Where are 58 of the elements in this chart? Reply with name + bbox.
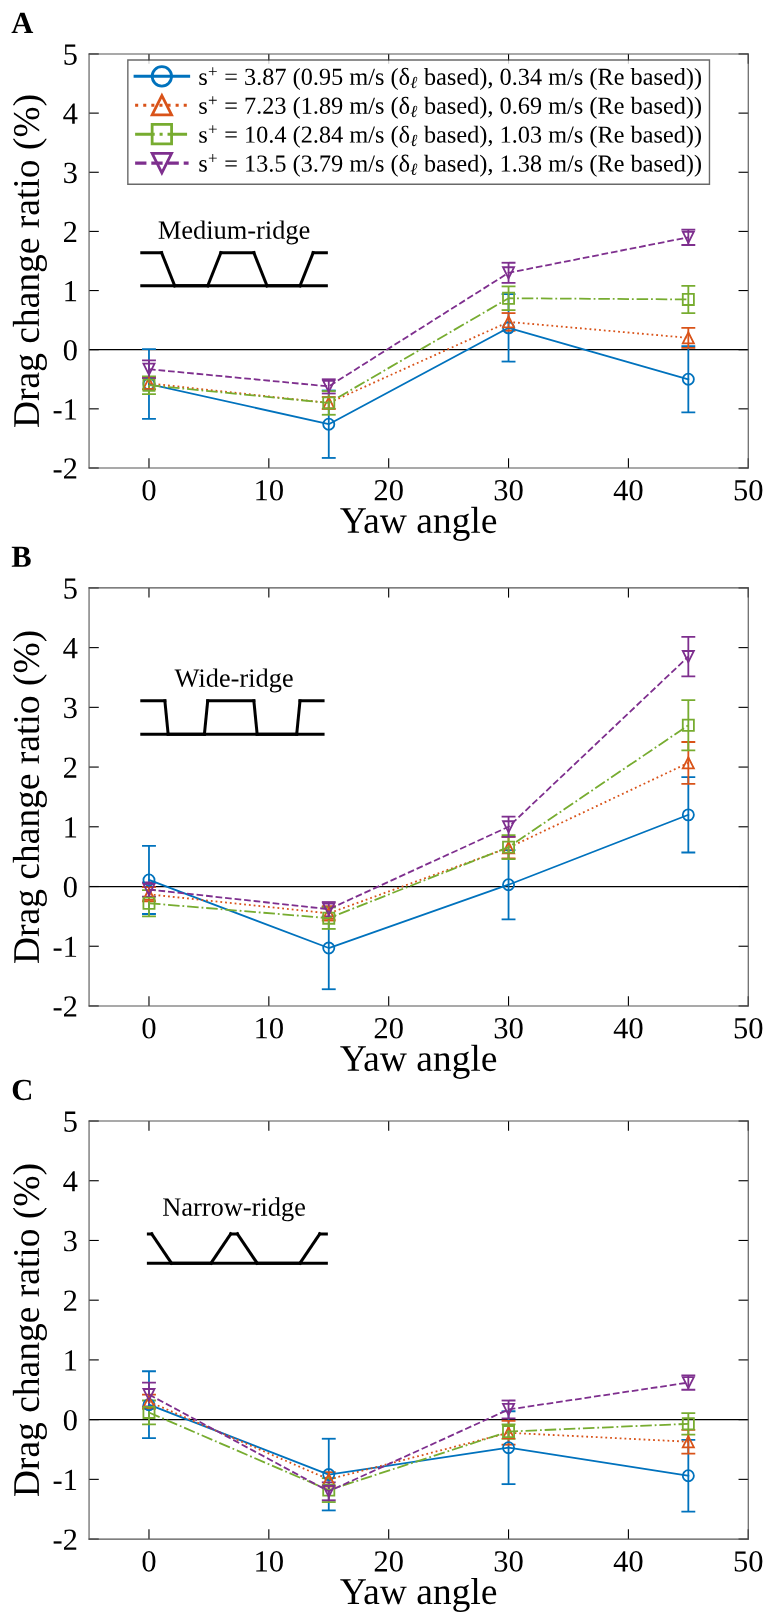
annotation: Narrow-ridge [163, 1197, 305, 1222]
legend-label: s$^{+}$ = 3.87 (0.95 m/s (δ$_{ℓ}$ based), 0.34 m/s (Re based)) [199, 67, 701, 90]
x-tick-label: 10 [256, 1551, 283, 1572]
y-tick-label: 4 [63, 1171, 78, 1192]
y-tick-label: 5 [64, 44, 77, 65]
y-tick-label: -2 [53, 458, 77, 479]
chart-title: C [12, 1079, 31, 1101]
y-tick-label: 0 [63, 1409, 77, 1431]
x-tick-label: 0 [142, 1017, 156, 1039]
y-tick-label: 0 [63, 876, 77, 898]
y-tick-label: -1 [53, 936, 77, 957]
legend-label: s$^{+}$ = 7.23 (1.89 m/s (δ$_{ℓ}$ based), 0.69 m/s (Re based)) [199, 96, 701, 119]
y-axis-title: Drag change ratio (%) [12, 95, 47, 428]
y-tick-label: 2 [64, 1290, 77, 1311]
x-tick-label: 30 [494, 1551, 523, 1572]
y-tick-label: 1 [65, 817, 77, 838]
x-tick-label: 20 [374, 1017, 403, 1039]
y-tick-label: -1 [53, 1469, 77, 1490]
x-tick-label: 40 [613, 1551, 643, 1572]
y-tick-label: 3 [64, 1230, 77, 1252]
y-tick-label: 2 [64, 221, 77, 243]
legend-label: s$^{+}$ = 13.5 (3.79 m/s (δ$_{ℓ}$ based), 1.38 m/s (Re based)) [199, 154, 701, 177]
y-tick-label: 0 [63, 339, 77, 361]
x-axis-title: Yaw angle [340, 1044, 497, 1079]
x-tick-label: 0 [142, 1551, 156, 1572]
chart-title: A [11, 12, 34, 33]
y-tick-label: 3 [64, 697, 77, 719]
y-tick-label: -2 [53, 996, 77, 1017]
annotation: Wide-ridge [174, 668, 293, 693]
y-tick-label: 5 [64, 1111, 77, 1132]
x-tick-label: 50 [734, 479, 763, 501]
y-axis-title: Drag change ratio (%) [12, 631, 47, 963]
x-tick-label: 20 [374, 479, 403, 501]
x-tick-label: 40 [613, 479, 643, 501]
chart-title: B [11, 546, 31, 567]
x-tick-label: 0 [142, 479, 156, 501]
y-tick-label: 5 [64, 578, 77, 599]
y-tick-label: 2 [64, 757, 77, 778]
x-tick-label: 40 [613, 1017, 643, 1039]
x-tick-label: 10 [256, 1017, 283, 1039]
y-tick-label: 3 [64, 162, 77, 184]
y-axis-title: Drag change ratio (%) [12, 1164, 47, 1497]
x-axis-title: Yaw angle [340, 506, 497, 541]
y-tick-label: 4 [63, 103, 78, 124]
y-tick-label: 1 [65, 280, 77, 302]
legend-label: s$^{+}$ = 10.4 (2.84 m/s (δ$_{ℓ}$ based), 1.03 m/s (Re based)) [199, 125, 701, 148]
annotation: Medium-ridge [158, 220, 310, 245]
y-tick-label: 4 [63, 638, 78, 659]
x-tick-label: 30 [494, 1017, 523, 1039]
y-tick-label: -2 [53, 1529, 77, 1550]
y-tick-label: 1 [65, 1350, 77, 1371]
x-tick-label: 50 [734, 1551, 763, 1572]
x-tick-label: 30 [494, 479, 523, 501]
x-axis-title: Yaw angle [340, 1577, 497, 1613]
x-tick-label: 10 [256, 479, 283, 501]
y-tick-label: -1 [53, 399, 77, 420]
x-tick-label: 50 [734, 1017, 763, 1039]
x-tick-label: 20 [374, 1551, 403, 1572]
